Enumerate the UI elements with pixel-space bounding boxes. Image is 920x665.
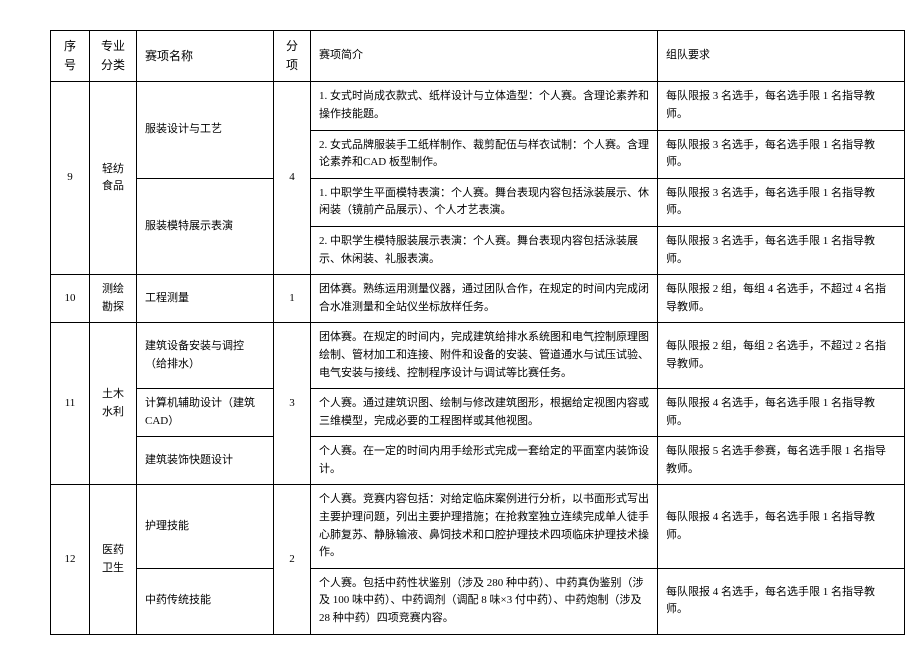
cell-sub: 2	[274, 485, 311, 634]
cell-sub: 1	[274, 275, 311, 323]
cell-num: 10	[51, 275, 90, 323]
table-row: 9轻纺食品服装设计与工艺41. 女式时尚成衣款式、纸样设计与立体造型：个人赛。含…	[51, 82, 905, 130]
header-cat: 专业分类	[90, 31, 137, 82]
cell-req: 每队限报 3 名选手，每名选手限 1 名指导教师。	[658, 82, 905, 130]
cell-name: 建筑装饰快题设计	[137, 437, 274, 485]
cell-name: 服装设计与工艺	[137, 82, 274, 178]
cell-req: 每队限报 4 名选手，每名选手限 1 名指导教师。	[658, 485, 905, 568]
cell-desc: 个人赛。竞赛内容包括：对给定临床案例进行分析，以书面形式写出主要护理问题，列出主…	[311, 485, 658, 568]
cell-name: 中药传统技能	[137, 568, 274, 634]
cell-name: 计算机辅助设计（建筑CAD）	[137, 389, 274, 437]
cell-req: 每队限报 5 名选手参赛，每名选手限 1 名指导教师。	[658, 437, 905, 485]
cell-name: 服装模特展示表演	[137, 178, 274, 274]
table-row: 12医药卫生护理技能2个人赛。竞赛内容包括：对给定临床案例进行分析，以书面形式写…	[51, 485, 905, 568]
competition-table: 序号 专业分类 赛项名称 分项 赛项简介 组队要求 9轻纺食品服装设计与工艺41…	[50, 30, 905, 635]
cell-desc: 团体赛。熟练运用测量仪器，通过团队合作，在规定的时间内完成闭合水准测量和全站仪坐…	[311, 275, 658, 323]
table-row: 建筑装饰快题设计个人赛。在一定的时间内用手绘形式完成一套给定的平面室内装饰设计。…	[51, 437, 905, 485]
cell-desc: 个人赛。在一定的时间内用手绘形式完成一套给定的平面室内装饰设计。	[311, 437, 658, 485]
table-row: 中药传统技能个人赛。包括中药性状鉴别（涉及 280 种中药）、中药真伪鉴别（涉及…	[51, 568, 905, 634]
table-row: 服装模特展示表演1. 中职学生平面模特表演：个人赛。舞台表现内容包括泳装展示、休…	[51, 178, 905, 226]
cell-sub: 3	[274, 323, 311, 485]
cell-cat: 测绘勘探	[90, 275, 137, 323]
cell-desc: 个人赛。包括中药性状鉴别（涉及 280 种中药）、中药真伪鉴别（涉及 100 味…	[311, 568, 658, 634]
cell-desc: 团体赛。在规定的时间内，完成建筑给排水系统图和电气控制原理图绘制、管材加工和连接…	[311, 323, 658, 389]
cell-cat: 土木水利	[90, 323, 137, 485]
table-body: 9轻纺食品服装设计与工艺41. 女式时尚成衣款式、纸样设计与立体造型：个人赛。含…	[51, 82, 905, 634]
table-row: 11土木水利建筑设备安装与调控（给排水）3团体赛。在规定的时间内，完成建筑给排水…	[51, 323, 905, 389]
cell-num: 9	[51, 82, 90, 275]
cell-num: 11	[51, 323, 90, 485]
cell-num: 12	[51, 485, 90, 634]
header-num: 序号	[51, 31, 90, 82]
cell-cat: 医药卫生	[90, 485, 137, 634]
cell-desc: 2. 女式品牌服装手工纸样制作、裁剪配伍与样衣试制：个人赛。含理论素养和CAD …	[311, 130, 658, 178]
header-name: 赛项名称	[137, 31, 274, 82]
table-header-row: 序号 专业分类 赛项名称 分项 赛项简介 组队要求	[51, 31, 905, 82]
cell-desc: 2. 中职学生模特服装展示表演：个人赛。舞台表现内容包括泳装展示、休闲装、礼服表…	[311, 226, 658, 274]
cell-name: 护理技能	[137, 485, 274, 568]
cell-name: 工程测量	[137, 275, 274, 323]
cell-sub: 4	[274, 82, 311, 275]
cell-desc: 个人赛。通过建筑识图、绘制与修改建筑图形，根据给定视图内容或三维模型，完成必要的…	[311, 389, 658, 437]
cell-name: 建筑设备安装与调控（给排水）	[137, 323, 274, 389]
header-req: 组队要求	[658, 31, 905, 82]
cell-desc: 1. 中职学生平面模特表演：个人赛。舞台表现内容包括泳装展示、休闲装（镜前产品展…	[311, 178, 658, 226]
cell-req: 每队限报 3 名选手，每名选手限 1 名指导教师。	[658, 178, 905, 226]
cell-req: 每队限报 2 组，每组 4 名选手，不超过 4 名指导教师。	[658, 275, 905, 323]
cell-req: 每队限报 3 名选手，每名选手限 1 名指导教师。	[658, 130, 905, 178]
table-row: 计算机辅助设计（建筑CAD） 个人赛。通过建筑识图、绘制与修改建筑图形，根据给定视…	[51, 389, 905, 437]
header-desc: 赛项简介	[311, 31, 658, 82]
cell-cat: 轻纺食品	[90, 82, 137, 275]
cell-req: 每队限报 4 名选手，每名选手限 1 名指导教师。	[658, 568, 905, 634]
cell-desc: 1. 女式时尚成衣款式、纸样设计与立体造型：个人赛。含理论素养和操作技能题。	[311, 82, 658, 130]
cell-req: 每队限报 3 名选手，每名选手限 1 名指导教师。	[658, 226, 905, 274]
cell-req: 每队限报 4 名选手，每名选手限 1 名指导教师。	[658, 389, 905, 437]
cell-req: 每队限报 2 组，每组 2 名选手，不超过 2 名指导教师。	[658, 323, 905, 389]
table-row: 10测绘勘探工程测量1团体赛。熟练运用测量仪器，通过团队合作，在规定的时间内完成…	[51, 275, 905, 323]
header-sub: 分项	[274, 31, 311, 82]
